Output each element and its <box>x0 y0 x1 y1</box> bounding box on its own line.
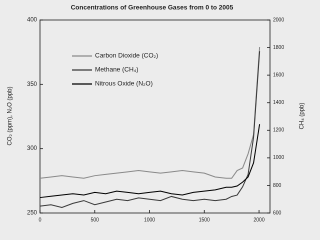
y2-tick-label: 1000 <box>273 155 284 161</box>
y2-tick-label: 2000 <box>273 17 284 23</box>
legend-label: Nitrous Oxide (N₂O) <box>95 81 153 88</box>
chart: Concentrations of Greenhouse Gases from … <box>0 0 311 231</box>
plot-frame <box>39 19 271 214</box>
legend: Carbon Dioxide (CO₂) Methane (CH₄) Nitrous… <box>72 53 158 88</box>
y-tick-label: 300 <box>27 146 38 152</box>
y2-axis-label: CH₄ (ppb) <box>300 103 306 130</box>
y2-tick-label: 1800 <box>273 45 284 51</box>
y-tick-label: 250 <box>27 211 38 217</box>
y2-tick-label: 1600 <box>273 72 284 78</box>
x-tick-label: 0 <box>39 217 42 223</box>
legend-label: Methane (CH₄) <box>95 67 138 74</box>
background <box>0 0 311 231</box>
series-line <box>39 124 261 199</box>
page: Concentrations of Greenhouse Gases from … <box>0 0 311 231</box>
y2-tick-label: 800 <box>273 183 282 189</box>
y-tick-label: 400 <box>27 18 38 24</box>
y2-tick-label: 600 <box>273 210 282 216</box>
y-tick-label: 350 <box>27 82 38 88</box>
y2-tick-label: 1200 <box>273 128 284 134</box>
y-axis-label: CO₂ (ppm), N₂O (ppb) <box>8 86 14 145</box>
x-tick-label: 1500 <box>199 217 210 223</box>
legend-label: Carbon Dioxide (CO₂) <box>95 53 158 60</box>
chart-title: Concentrations of Greenhouse Gases from … <box>71 5 234 12</box>
y2-tick-label: 1400 <box>273 100 284 106</box>
series-line <box>39 46 261 179</box>
x-tick-label: 500 <box>91 217 100 223</box>
series-line <box>39 51 261 209</box>
x-tick-label: 1000 <box>144 217 155 223</box>
x-tick-label: 2000 <box>253 217 264 223</box>
